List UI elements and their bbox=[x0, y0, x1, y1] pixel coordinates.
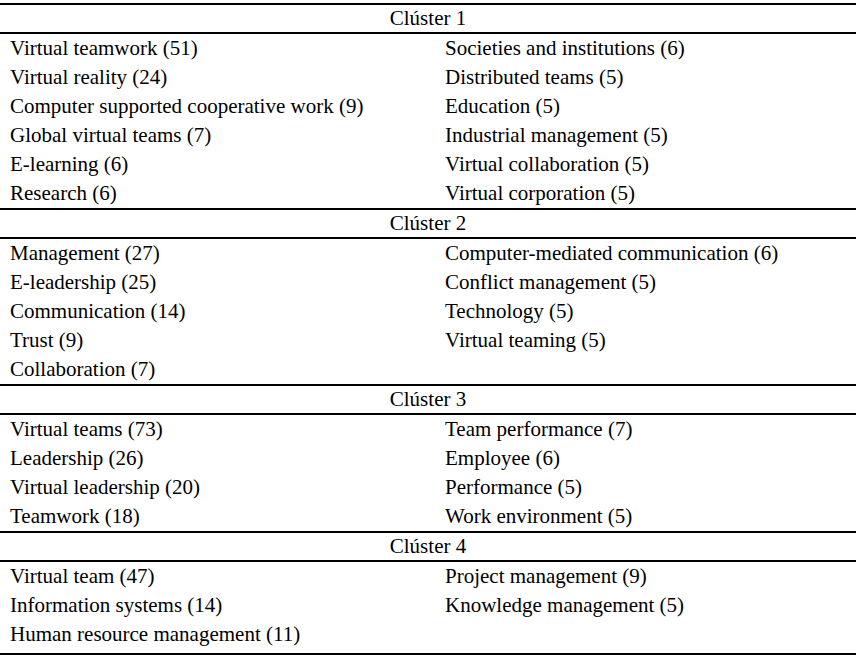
keyword-cell: Computer supported cooperative work (9) bbox=[0, 92, 445, 121]
cluster-title: Clúster 2 bbox=[390, 211, 466, 235]
keyword-cell: Virtual corporation (5) bbox=[445, 179, 856, 208]
table-row: Computer supported cooperative work (9) … bbox=[0, 92, 856, 121]
cluster-3-header: Clúster 3 bbox=[0, 384, 856, 415]
table-row: Human resource management (11) bbox=[0, 620, 856, 649]
keyword-cell: Project management (9) bbox=[445, 562, 856, 591]
table-row: Virtual teams (73) Team performance (7) bbox=[0, 415, 856, 444]
table-row: Teamwork (18) Work environment (5) bbox=[0, 502, 856, 531]
keyword-cell: Employee (6) bbox=[445, 444, 856, 473]
keyword-cell bbox=[445, 355, 856, 384]
keyword-cell: Global virtual teams (7) bbox=[0, 121, 445, 150]
cluster-4-body: Virtual team (47) Project management (9)… bbox=[0, 562, 856, 653]
keyword-cell: Research (6) bbox=[0, 179, 445, 208]
table-row: Information systems (14) Knowledge manag… bbox=[0, 591, 856, 620]
keyword-cell: Societies and institutions (6) bbox=[445, 34, 856, 63]
table-row: Virtual reality (24) Distributed teams (… bbox=[0, 63, 856, 92]
cluster-1-header: Clúster 1 bbox=[0, 3, 856, 34]
cluster-2-body: Management (27) Computer-mediated commun… bbox=[0, 239, 856, 384]
keyword-cell: Industrial management (5) bbox=[445, 121, 856, 150]
keyword-cell: Conflict management (5) bbox=[445, 268, 856, 297]
table-row: E-learning (6) Virtual collaboration (5) bbox=[0, 150, 856, 179]
keyword-cell: E-leadership (25) bbox=[0, 268, 445, 297]
cluster-1-body: Virtual teamwork (51) Societies and inst… bbox=[0, 34, 856, 208]
table-row: Collaboration (7) bbox=[0, 355, 856, 384]
keyword-cell: Virtual collaboration (5) bbox=[445, 150, 856, 179]
table-row: Global virtual teams (7) Industrial mana… bbox=[0, 121, 856, 150]
cluster-2-header: Clúster 2 bbox=[0, 208, 856, 239]
keyword-cell: Trust (9) bbox=[0, 326, 445, 355]
cluster-title: Clúster 1 bbox=[390, 6, 466, 30]
table-row: E-leadership (25) Conflict management (5… bbox=[0, 268, 856, 297]
table-row: Communication (14) Technology (5) bbox=[0, 297, 856, 326]
keyword-cell: Virtual teams (73) bbox=[0, 415, 445, 444]
keyword-cell: Performance (5) bbox=[445, 473, 856, 502]
keyword-cell: Virtual reality (24) bbox=[0, 63, 445, 92]
keyword-cell: Team performance (7) bbox=[445, 415, 856, 444]
keyword-cell: Virtual leadership (20) bbox=[0, 473, 445, 502]
table-row: Leadership (26) Employee (6) bbox=[0, 444, 856, 473]
cluster-3-body: Virtual teams (73) Team performance (7) … bbox=[0, 415, 856, 531]
keyword-cell: Leadership (26) bbox=[0, 444, 445, 473]
keyword-cell: Human resource management (11) bbox=[0, 620, 445, 649]
keyword-cluster-table: Clúster 1 Virtual teamwork (51) Societie… bbox=[0, 3, 856, 655]
keyword-cell: Work environment (5) bbox=[445, 502, 856, 531]
keyword-cell: Computer-mediated communication (6) bbox=[445, 239, 856, 268]
keyword-cell: E-learning (6) bbox=[0, 150, 445, 179]
cluster-title: Clúster 3 bbox=[390, 387, 466, 411]
keyword-cell: Education (5) bbox=[445, 92, 856, 121]
keyword-cell: Technology (5) bbox=[445, 297, 856, 326]
table-row: Virtual teamwork (51) Societies and inst… bbox=[0, 34, 856, 63]
cluster-4-header: Clúster 4 bbox=[0, 531, 856, 562]
keyword-cell: Virtual teaming (5) bbox=[445, 326, 856, 355]
cluster-title: Clúster 4 bbox=[390, 534, 466, 558]
keyword-cell bbox=[445, 620, 856, 649]
table-row: Virtual team (47) Project management (9) bbox=[0, 562, 856, 591]
table-row: Management (27) Computer-mediated commun… bbox=[0, 239, 856, 268]
keyword-cell: Virtual team (47) bbox=[0, 562, 445, 591]
keyword-cell: Management (27) bbox=[0, 239, 445, 268]
keyword-cell: Communication (14) bbox=[0, 297, 445, 326]
keyword-cell: Information systems (14) bbox=[0, 591, 445, 620]
table-row: Virtual leadership (20) Performance (5) bbox=[0, 473, 856, 502]
keyword-cell: Distributed teams (5) bbox=[445, 63, 856, 92]
keyword-cell: Knowledge management (5) bbox=[445, 591, 856, 620]
keyword-cell: Collaboration (7) bbox=[0, 355, 445, 384]
table-row: Research (6) Virtual corporation (5) bbox=[0, 179, 856, 208]
table-row: Trust (9) Virtual teaming (5) bbox=[0, 326, 856, 355]
keyword-cell: Teamwork (18) bbox=[0, 502, 445, 531]
keyword-cell: Virtual teamwork (51) bbox=[0, 34, 445, 63]
